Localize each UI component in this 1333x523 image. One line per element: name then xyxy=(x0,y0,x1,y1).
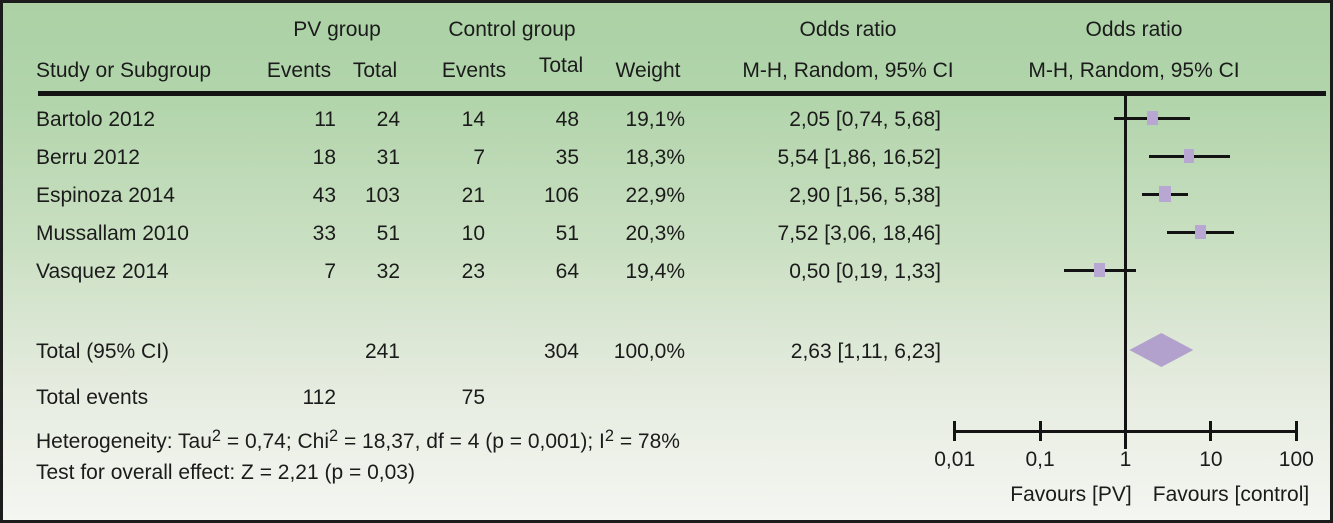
or-marker xyxy=(1159,186,1171,202)
total-row-total-pv: 241 xyxy=(364,340,400,363)
cell-total-control: 48 xyxy=(555,108,579,131)
or-marker xyxy=(1183,148,1195,164)
cell-odds-ratio: 0,50 [0,19, 1,33] xyxy=(789,260,941,283)
superscript: 2 xyxy=(604,427,614,445)
cell-total-control: 64 xyxy=(555,260,579,283)
group-header-control: Control group xyxy=(448,18,576,41)
cell-weight: 18,3% xyxy=(625,146,685,169)
statistics-block: Heterogeneity: Tau2 = 0,74; Chi2 = 18,37… xyxy=(36,427,680,488)
axis-tick-label: 0,01 xyxy=(934,448,976,471)
column-header-events-control: Events xyxy=(441,59,507,82)
total-row-label: Total (95% CI) xyxy=(36,340,170,363)
column-header-study: Study or Subgroup xyxy=(36,59,212,82)
cell-weight: 20,3% xyxy=(625,222,685,245)
study-name: Bartolo 2012 xyxy=(36,108,156,131)
superscript: 2 xyxy=(329,427,339,445)
total-events-label: Total events xyxy=(36,386,149,409)
pooled-diamond xyxy=(1129,333,1194,367)
overall-effect-text: Test for overall effect: Z = 2,21 (p = 0… xyxy=(36,461,415,484)
reference-line xyxy=(1124,96,1127,449)
cell-events-control: 21 xyxy=(461,184,485,207)
axis-tick-label: 1 xyxy=(1119,448,1132,471)
total-row-weight: 100,0% xyxy=(613,340,685,363)
study-name: Espinoza 2014 xyxy=(36,184,175,207)
axis-tick-label: 10 xyxy=(1199,448,1223,471)
cell-events-pv: 18 xyxy=(312,146,336,169)
text-segment: = 78% xyxy=(613,430,680,453)
text-segment: = 18,37, df = 4 (p = 0,001); I xyxy=(338,430,605,453)
total-events-control: 75 xyxy=(461,386,485,409)
total-row-odds-ratio: 2,63 [1,11, 6,23] xyxy=(790,340,941,363)
heterogeneity-text: Heterogeneity: Tau2 = 0,74; Chi2 = 18,37… xyxy=(36,427,680,458)
cell-events-control: 7 xyxy=(473,146,485,169)
cell-odds-ratio: 2,05 [0,74, 5,68] xyxy=(789,108,941,131)
cell-weight: 19,4% xyxy=(625,260,685,283)
total-row-total-control: 304 xyxy=(543,340,579,363)
axis-tick xyxy=(1209,421,1213,441)
axis-tick xyxy=(953,421,957,441)
or-marker xyxy=(1194,224,1206,240)
axis-tick xyxy=(1038,421,1042,441)
group-header-pv: PV group xyxy=(293,18,381,41)
study-name: Berru 2012 xyxy=(36,146,140,169)
column-header-weight: Weight xyxy=(615,59,681,82)
cell-total-control: 51 xyxy=(555,222,579,245)
cell-odds-ratio: 7,52 [3,06, 18,46] xyxy=(777,222,941,245)
favours-right-label: Favours [control] xyxy=(1152,483,1310,506)
cell-total-pv: 103 xyxy=(364,184,400,207)
cell-events-pv: 11 xyxy=(314,108,336,131)
axis-tick-label: 0,1 xyxy=(1025,448,1055,471)
axis-tick-label: 100 xyxy=(1278,448,1314,471)
column-header-mh-ci-left: M-H, Random, 95% CI xyxy=(742,59,954,82)
cell-weight: 19,1% xyxy=(625,108,685,131)
superscript: 2 xyxy=(211,427,222,445)
cell-total-pv: 51 xyxy=(376,222,400,245)
axis-tick xyxy=(1294,421,1298,441)
cell-events-control: 14 xyxy=(461,108,485,131)
total-events-pv: 112 xyxy=(302,386,336,409)
cell-events-pv: 7 xyxy=(324,260,336,283)
cell-weight: 22,9% xyxy=(625,184,685,207)
column-header-events-pv: Events xyxy=(266,59,332,82)
favours-left-label: Favours [PV] xyxy=(1010,483,1132,506)
cell-total-control: 106 xyxy=(543,184,579,207)
cell-events-control: 23 xyxy=(461,260,485,283)
cell-events-control: 10 xyxy=(461,222,485,245)
text-segment: Heterogeneity: Tau xyxy=(36,430,212,453)
odds-ratio-title-right: Odds ratio xyxy=(1085,18,1183,41)
or-marker xyxy=(1094,262,1106,278)
column-header-total-control: Total xyxy=(538,54,584,77)
cell-total-pv: 32 xyxy=(376,260,400,283)
odds-ratio-title-left: Odds ratio xyxy=(799,18,897,41)
cell-events-pv: 33 xyxy=(312,222,336,245)
cell-total-pv: 24 xyxy=(376,108,400,131)
cell-total-control: 35 xyxy=(555,146,579,169)
cell-total-pv: 31 xyxy=(376,146,400,169)
text-segment: = 0,74; Chi xyxy=(221,430,329,453)
column-header-mh-ci-right: M-H, Random, 95% CI xyxy=(1028,59,1240,82)
study-name: Vasquez 2014 xyxy=(36,260,169,283)
header-rule xyxy=(38,91,1326,96)
or-marker xyxy=(1146,110,1158,126)
cell-odds-ratio: 2,90 [1,56, 5,38] xyxy=(789,184,941,207)
column-header-total-pv: Total xyxy=(352,59,398,82)
axis-tick xyxy=(1124,421,1127,441)
cell-events-pv: 43 xyxy=(312,184,336,207)
cell-odds-ratio: 5,54 [1,86, 16,52] xyxy=(777,146,941,169)
study-name: Mussallam 2010 xyxy=(36,222,189,245)
